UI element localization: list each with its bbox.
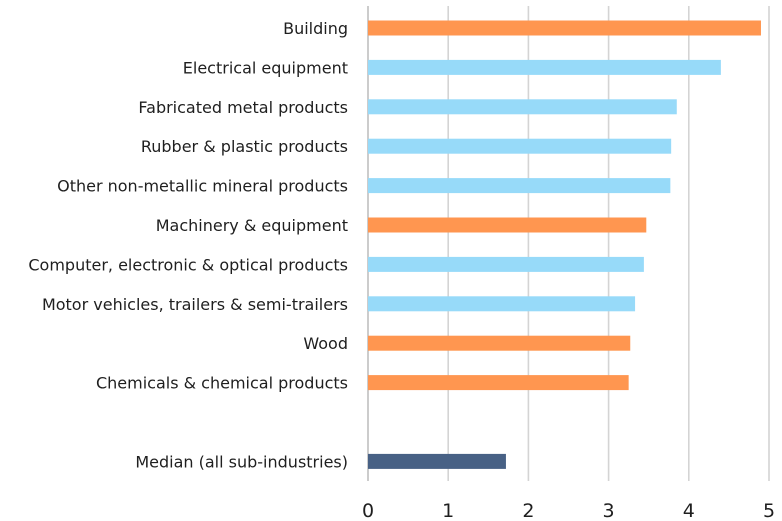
bar-median-all-sub-industries-: [368, 453, 506, 469]
category-label: Other non-metallic mineral products: [57, 177, 348, 196]
bars: [368, 20, 761, 469]
bar-motor-vehicles-trailers-semi-trailers: [368, 296, 636, 312]
bar-machinery-equipment: [368, 217, 647, 233]
x-tick-label-1: 1: [442, 500, 454, 521]
x-tick-label-0: 0: [362, 500, 374, 521]
category-label: Chemicals & chemical products: [96, 374, 348, 393]
category-label: Motor vehicles, trailers & semi-trailers: [42, 295, 348, 314]
category-label: Machinery & equipment: [156, 216, 348, 235]
category-label: Computer, electronic & optical products: [28, 255, 348, 274]
x-tick-label-3: 3: [603, 500, 615, 521]
x-axis-ticks: 0 1 2 3 4 5: [362, 500, 775, 521]
category-label: Median (all sub-industries): [135, 452, 348, 471]
category-label: Fabricated metal products: [138, 98, 348, 117]
category-labels: Building Electrical equipment Fabricated m…: [28, 19, 348, 471]
category-label: Building: [283, 19, 348, 38]
category-label: Wood: [303, 334, 348, 353]
category-label: Electrical equipment: [183, 58, 348, 77]
bar-fabricated-metal-products: [368, 99, 677, 115]
bar-chemicals-chemical-products: [368, 375, 629, 391]
bar-wood: [368, 335, 631, 351]
bar-building: [368, 20, 761, 36]
category-label: Rubber & plastic products: [141, 137, 348, 156]
bar-electrical-equipment: [368, 59, 721, 75]
bar-computer-electronic-optical-products: [368, 256, 644, 272]
bar-rubber-plastic-products: [368, 138, 672, 154]
bar-other-non-metallic-mineral-products: [368, 178, 671, 194]
gridlines: [367, 6, 770, 481]
x-tick-label-5: 5: [763, 500, 775, 521]
x-tick-label-4: 4: [683, 500, 695, 521]
x-tick-label-2: 2: [522, 500, 534, 521]
